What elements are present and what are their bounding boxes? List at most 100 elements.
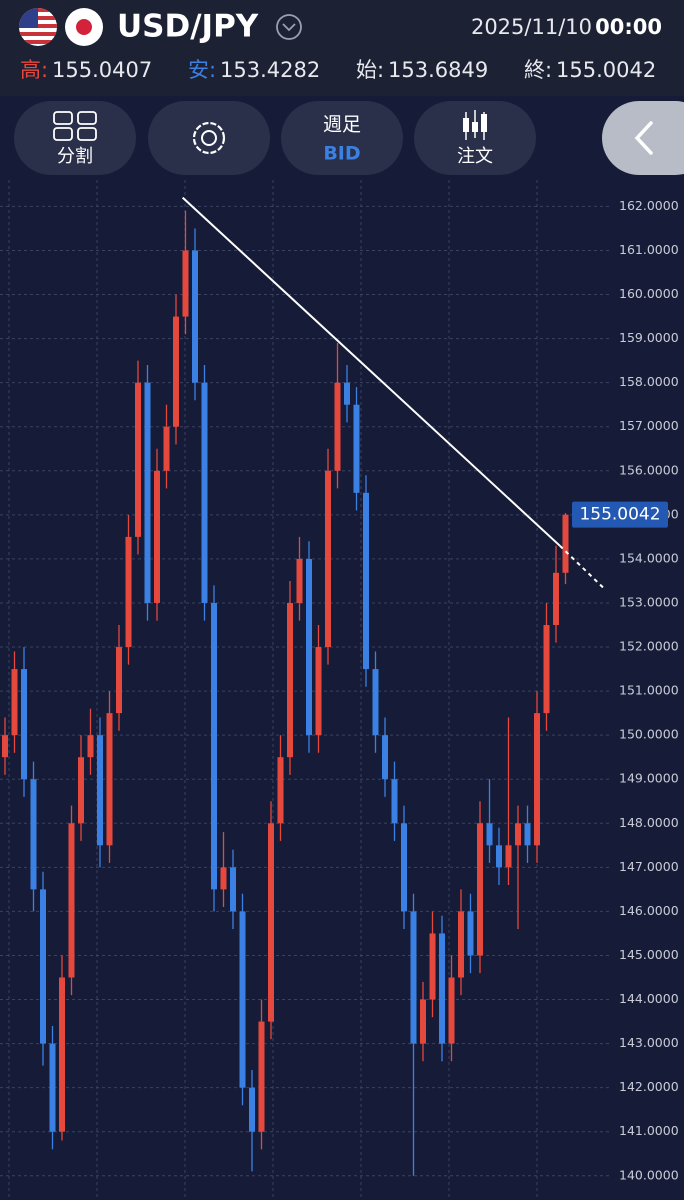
- y-tick-label: 151.0000: [619, 683, 679, 698]
- candle-body: [287, 602, 293, 758]
- candle-body: [448, 977, 455, 1044]
- candle-body: [144, 382, 151, 603]
- candle-body: [258, 1021, 265, 1132]
- candle-body: [173, 316, 179, 427]
- candle-body: [334, 382, 341, 471]
- candle-body: [182, 250, 189, 317]
- candle-body: [458, 911, 464, 978]
- pair-dropdown[interactable]: [276, 14, 302, 40]
- collapse-button[interactable]: [602, 101, 684, 175]
- candle-body: [106, 713, 113, 846]
- candle-body: [125, 536, 132, 648]
- candle-body: [382, 735, 388, 780]
- candle-body: [116, 647, 122, 714]
- candle-body: [524, 823, 531, 846]
- candle-body: [2, 735, 8, 758]
- candle-body: [163, 426, 170, 471]
- candle-body: [534, 713, 540, 846]
- y-tick-label: 145.0000: [619, 947, 679, 962]
- y-tick-label: 147.0000: [619, 859, 679, 874]
- candle-body: [486, 823, 493, 846]
- candle-body: [11, 669, 18, 736]
- y-tick-label: 161.0000: [619, 242, 679, 257]
- candle-body: [268, 823, 274, 1022]
- candle-body: [211, 602, 217, 890]
- candle-body: [543, 625, 550, 714]
- candle-body: [68, 823, 75, 978]
- last-price-label: 155.0042: [579, 505, 660, 525]
- candle-body: [230, 867, 236, 912]
- settings-button[interactable]: [148, 101, 270, 175]
- candle-body: [201, 382, 208, 603]
- candle-body: [553, 572, 559, 626]
- high-value: 155.0407: [52, 58, 152, 82]
- candle-body: [363, 492, 369, 670]
- candle-body: [296, 558, 303, 603]
- open-label: 始:: [356, 58, 384, 82]
- candle-body: [192, 250, 198, 383]
- candle-body: [30, 779, 37, 890]
- candle-body: [372, 669, 379, 736]
- y-tick-label: 162.0000: [619, 198, 679, 213]
- high-label: 高:: [20, 58, 48, 82]
- candle-body: [97, 735, 103, 846]
- split-button[interactable]: 分割: [14, 101, 136, 175]
- ohlc-row: 高: 155.0407 安: 153.4282 始: 153.6849 終: 1…: [20, 58, 656, 82]
- y-tick-label: 141.0000: [619, 1123, 679, 1138]
- y-tick-label: 142.0000: [619, 1079, 679, 1094]
- last-price-box: [572, 501, 668, 528]
- chart-bg: [0, 96, 684, 1200]
- time: 00:00: [595, 15, 662, 39]
- low-value: 153.4282: [220, 58, 320, 82]
- y-tick-label: 160.0000: [619, 286, 679, 301]
- trendline: [181, 196, 561, 547]
- candle-body: [21, 669, 27, 780]
- candle-body: [87, 735, 94, 758]
- candle-body: [420, 999, 426, 1044]
- trendline-extension: [559, 544, 607, 591]
- candle-body: [49, 1043, 56, 1132]
- us-flag: [19, 8, 57, 46]
- period-label: 週足: [323, 114, 361, 136]
- y-tick-label: 156.0000: [619, 462, 679, 477]
- candle-body: [353, 404, 360, 493]
- candle-body: [135, 382, 141, 537]
- candle-body: [391, 779, 398, 824]
- candle-body: [515, 823, 521, 846]
- y-tick-label: 150.0000: [619, 727, 679, 742]
- y-tick-label: 158.0000: [619, 374, 679, 389]
- jp-flag-dot: [76, 19, 92, 35]
- y-tick-label: 144.0000: [619, 991, 679, 1006]
- close-value: 155.0042: [556, 58, 656, 82]
- candle-body: [220, 867, 227, 890]
- candle-body: [344, 382, 350, 405]
- close-label: 終:: [524, 58, 552, 82]
- y-tick-label: 159.0000: [619, 330, 679, 345]
- low-label: 安:: [188, 58, 216, 82]
- candle-body: [59, 977, 65, 1132]
- date: 2025/11/10: [471, 15, 592, 39]
- open-value: 153.6849: [388, 58, 488, 82]
- candle-body: [505, 845, 512, 868]
- order-button[interactable]: 注文: [414, 101, 536, 175]
- y-tick-label: 143.0000: [619, 1035, 679, 1050]
- candle-body: [239, 911, 246, 1088]
- side-label: BID: [323, 143, 360, 165]
- period-button[interactable]: 週足 BID: [281, 101, 403, 175]
- y-tick-label: 152.0000: [619, 639, 679, 654]
- candle-body: [477, 823, 483, 956]
- candle-body: [315, 647, 322, 736]
- y-tick-label: 148.0000: [619, 815, 679, 830]
- y-tick-label: 154.0000: [619, 550, 679, 565]
- pair: USD/JPY: [117, 9, 259, 45]
- y-tick-label: 149.0000: [619, 771, 679, 786]
- y-tick-label: 146.0000: [619, 903, 679, 918]
- candle-body: [401, 823, 407, 912]
- candle-body: [78, 757, 84, 824]
- candle-body: [439, 933, 445, 1044]
- candle-body: [306, 558, 312, 736]
- y-tick-label: 157.0000: [619, 418, 679, 433]
- candle-body: [154, 470, 160, 603]
- y-tick-label: 140.0000: [619, 1167, 679, 1182]
